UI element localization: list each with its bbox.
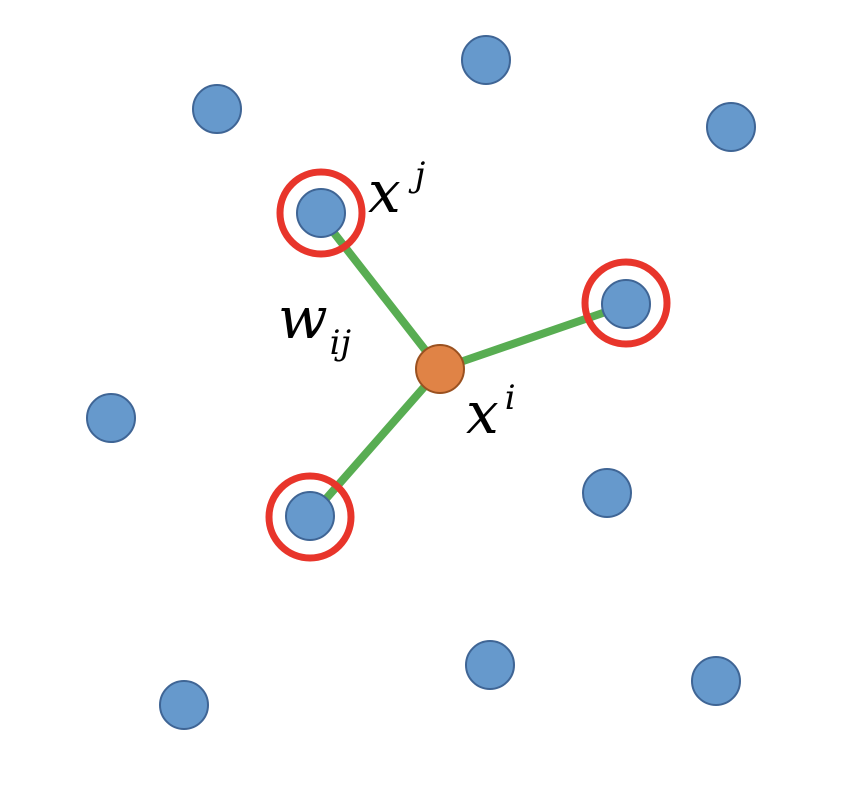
center-point-xi bbox=[415, 344, 465, 394]
neighbor-ring-bottom bbox=[265, 472, 355, 562]
neighbor-ring-right bbox=[581, 258, 671, 348]
edges bbox=[306, 211, 630, 521]
edge-to-xj bbox=[316, 211, 444, 373]
data-point bbox=[86, 393, 136, 443]
label-xi-sup: i bbox=[505, 378, 516, 418]
edge-to-bottom-neighbor bbox=[306, 365, 444, 521]
data-points bbox=[86, 35, 756, 730]
label-xi-base: x bbox=[466, 379, 499, 447]
label-wij: wij bbox=[278, 284, 352, 363]
data-point bbox=[691, 656, 741, 706]
label-wij-sub: ij bbox=[330, 323, 352, 363]
data-point-right-neighbor bbox=[601, 279, 651, 329]
data-point-xj bbox=[296, 188, 346, 238]
label-wij-base: w bbox=[278, 284, 328, 352]
label-xj-sup: j bbox=[408, 155, 426, 195]
data-point-bottom-neighbor bbox=[285, 491, 335, 541]
label-xj-base: x bbox=[368, 158, 401, 226]
neighbor-rings bbox=[265, 168, 671, 562]
data-point bbox=[192, 84, 242, 134]
data-point bbox=[465, 640, 515, 690]
data-point bbox=[582, 468, 632, 518]
data-point bbox=[159, 680, 209, 730]
data-point bbox=[706, 102, 756, 152]
neighbor-ring-xj bbox=[276, 168, 366, 258]
data-point bbox=[461, 35, 511, 85]
edge-to-right-neighbor bbox=[436, 301, 630, 373]
